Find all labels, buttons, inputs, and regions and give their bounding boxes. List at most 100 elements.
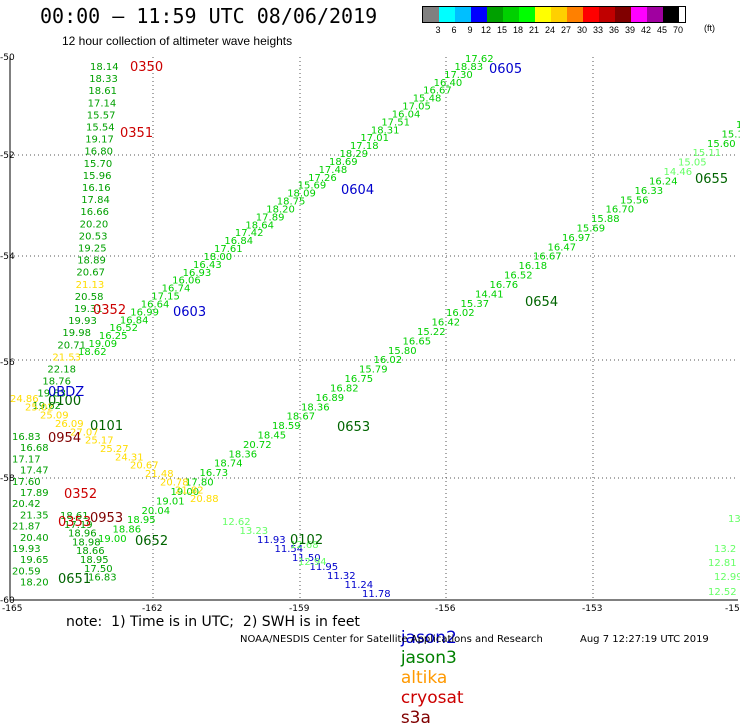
wave-height-label: 16.70 <box>606 205 635 216</box>
wave-height-label: 16.24 <box>649 176 678 187</box>
wave-height-label: 18.95 <box>127 515 156 526</box>
wave-height-label: 17.60 <box>12 477 41 488</box>
lon-tick-label: -159 <box>289 604 310 614</box>
wave-height-label: 17.89 <box>20 488 49 499</box>
wave-height-label: 19.65 <box>20 555 49 566</box>
wave-height-label: 21.53 <box>52 352 81 363</box>
lon-tick-label: -162 <box>142 604 162 614</box>
wave-height-label: 16.52 <box>504 271 533 282</box>
wave-height-label: 16.68 <box>20 443 49 454</box>
wave-height-label: 20.72 <box>243 440 272 451</box>
time-label: 0102 <box>290 533 323 548</box>
wave-height-label: 14.46 <box>664 167 693 178</box>
wave-height-label: 14.41 <box>475 289 504 300</box>
wave-height-label: 15.60 <box>707 139 736 150</box>
wave-height-label: 19.93 <box>12 544 41 555</box>
wave-height-label: 17.84 <box>81 195 110 206</box>
wave-height-label: 22.18 <box>47 365 76 376</box>
wave-height-label: 17.47 <box>20 466 49 477</box>
satellite-s3a: s3a <box>401 708 431 728</box>
wave-height-label: 16.02 <box>446 308 475 319</box>
satellite-cryosat: cryosat <box>401 688 464 708</box>
wave-height-label: 16.97 <box>562 233 591 244</box>
wave-height-label: 18.59 <box>272 421 301 432</box>
wave-height-label: 20.59 <box>12 566 41 577</box>
wave-height-label: 15.80 <box>388 346 417 357</box>
time-label: 0BDZ <box>48 385 84 400</box>
wave-height-label: 12.52 <box>708 587 737 598</box>
wave-height-map: -50-52-54-56-58-60-165-162-159-156-153-1… <box>0 0 740 650</box>
time-label: 0605 <box>489 62 522 77</box>
wave-height-label: 16.76 <box>490 280 519 291</box>
wave-height-label: 16.89 <box>316 393 345 404</box>
wave-height-label: 15.96 <box>83 171 112 182</box>
wave-height-label: 18.45 <box>258 431 287 442</box>
wave-height-label: 11.78 <box>362 589 391 600</box>
time-label: 0654 <box>525 295 558 310</box>
wave-height-label: 20.58 <box>75 292 104 303</box>
time-label: 0353 <box>58 515 91 530</box>
wave-height-label: 15.70 <box>84 159 113 170</box>
wave-height-label: 15.22 <box>417 327 446 338</box>
wave-height-label: 15.57 <box>87 110 116 121</box>
wave-height-label: 12.81 <box>708 558 737 569</box>
satellite-legend: jason2 jason3 altika cryosat s3a <box>390 608 474 728</box>
wave-height-label: 16.18 <box>519 261 548 272</box>
time-label: 0350 <box>130 60 163 75</box>
wave-height-label: 16.02 <box>374 355 403 366</box>
wave-height-label: 15.4 <box>736 120 740 131</box>
wave-height-label: 16.16 <box>82 183 111 194</box>
wave-height-label: 18.14 <box>90 62 119 73</box>
wave-height-label: 19.25 <box>78 244 107 255</box>
wave-height-label: 21.87 <box>12 522 41 533</box>
wave-height-label: 12.99 <box>714 572 740 583</box>
footer-timestamp: Aug 7 12:27:19 UTC 2019 <box>580 634 709 645</box>
wave-height-label: 15.54 <box>86 123 115 134</box>
wave-height-label: 19.01 <box>156 496 185 507</box>
wave-height-label: 16.75 <box>345 374 374 385</box>
wave-height-label: 15.05 <box>678 158 707 169</box>
time-label: 0652 <box>135 534 168 549</box>
wave-height-label: 16.83 <box>88 573 117 584</box>
wave-height-label: 13.2 <box>714 544 736 555</box>
wave-height-label: 16.66 <box>80 207 109 218</box>
time-label: 0351 <box>120 126 153 141</box>
wave-height-label: 16.83 <box>12 432 41 443</box>
lat-tick-label: -54 <box>0 252 15 262</box>
wave-height-label: 20.42 <box>12 499 41 510</box>
wave-height-label: 18.61 <box>88 86 117 97</box>
time-label: 0953 <box>90 511 123 526</box>
time-label: 0954 <box>48 431 81 446</box>
wave-height-label: 18.33 <box>89 74 118 85</box>
wave-height-label: 15.69 <box>577 224 606 235</box>
time-label: 0653 <box>337 420 370 435</box>
wave-height-label: 20.88 <box>190 494 219 505</box>
wave-height-label: 20.40 <box>20 533 49 544</box>
footer-agency: NOAA/NESDIS Center for Satellite Applica… <box>240 634 543 645</box>
note-text: note: 1) Time is in UTC; 2) SWH is in fe… <box>66 614 360 630</box>
wave-height-label: 16.47 <box>548 242 577 253</box>
time-label: 0655 <box>695 172 728 187</box>
lat-tick-label: -56 <box>0 358 15 368</box>
lat-tick-label: -50 <box>0 53 15 63</box>
time-label: 0352 <box>93 303 126 318</box>
wave-height-label: 20.20 <box>80 219 109 230</box>
wave-height-label: 18.89 <box>77 256 106 267</box>
satellite-jason3: jason3 <box>401 648 457 668</box>
wave-height-label: 19.00 <box>98 534 127 545</box>
lon-tick-label: -165 <box>2 604 22 614</box>
wave-height-label: 18.36 <box>301 402 330 413</box>
wave-height-label: 19.17 <box>85 135 114 146</box>
lat-tick-label: -52 <box>0 151 15 161</box>
wave-height-label: 21.13 <box>76 280 105 291</box>
wave-height-label: 18.67 <box>287 412 316 423</box>
wave-height-label: 17.17 <box>12 454 41 465</box>
wave-height-label: 12.94 <box>298 557 327 568</box>
wave-height-label: 20.04 <box>142 506 171 517</box>
wave-height-label: 13.9 <box>728 514 740 525</box>
wave-height-label: 20.53 <box>79 231 108 242</box>
wave-height-label: 16.33 <box>635 186 664 197</box>
lon-tick-label: -153 <box>582 604 602 614</box>
wave-height-label: 16.67 <box>533 252 562 263</box>
wave-height-label: 15.11 <box>693 148 722 159</box>
